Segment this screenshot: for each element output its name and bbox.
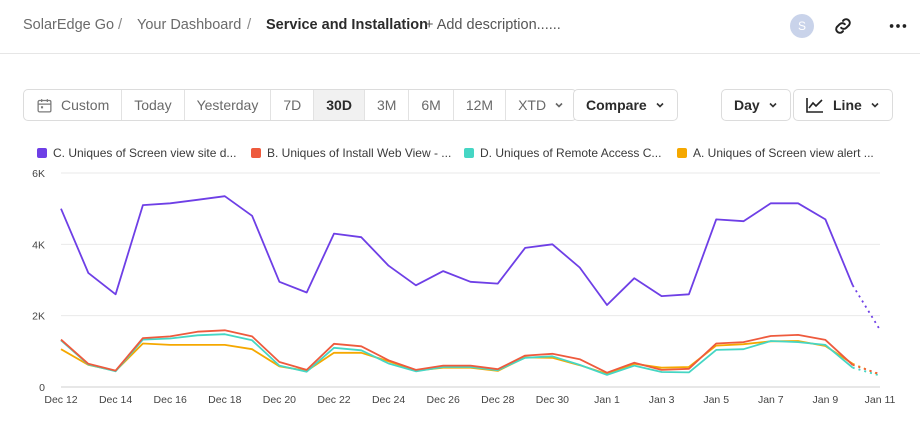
series-line-partial xyxy=(851,284,881,331)
x-tick-label: Dec 16 xyxy=(154,394,187,406)
y-tick-label: 0 xyxy=(39,382,45,394)
chevron-down-icon xyxy=(871,102,879,108)
range-custom[interactable]: Custom xyxy=(24,90,123,120)
date-range-selector: Custom Today Yesterday 7D 30D 3M 6M 12M … xyxy=(23,89,578,121)
calendar-icon xyxy=(37,98,52,113)
x-tick-label: Dec 30 xyxy=(536,394,569,406)
link-icon[interactable] xyxy=(832,15,854,37)
series-line xyxy=(60,333,854,376)
legend-swatch xyxy=(677,148,687,158)
legend-label: B. Uniques of Install Web View - ... xyxy=(267,146,452,160)
page-header: SolarEdge Go / Your Dashboard / Service … xyxy=(0,0,920,54)
range-xtd-label: XTD xyxy=(518,97,547,113)
range-3m[interactable]: 3M xyxy=(365,90,410,120)
page-title[interactable]: Service and Installation xyxy=(266,17,428,33)
range-today[interactable]: Today xyxy=(122,90,185,120)
add-description-button[interactable]: + Add description...... xyxy=(425,17,561,33)
legend-label: A. Uniques of Screen view alert ... xyxy=(693,146,874,160)
range-xtd[interactable]: XTD xyxy=(506,90,576,120)
series-line xyxy=(60,340,854,375)
chart-type-label: Line xyxy=(833,97,862,113)
legend-swatch xyxy=(37,148,47,158)
x-tick-label: Dec 28 xyxy=(481,394,514,406)
compare-button[interactable]: Compare xyxy=(573,89,678,121)
range-custom-label: Custom xyxy=(61,97,110,113)
chevron-down-icon xyxy=(769,102,777,108)
line-chart: 0 2K 4K 6K Dec 12 Dec 14 Dec 16 Dec 18 Dec 20 Dec… xyxy=(32,168,896,406)
x-tick-label: Dec 12 xyxy=(44,394,77,406)
x-tick-label: Jan 5 xyxy=(703,394,729,406)
breadcrumb-separator: / xyxy=(247,16,252,33)
avatar[interactable]: S xyxy=(790,14,814,38)
legend-item-c[interactable]: C. Uniques of Screen view site d... xyxy=(37,146,236,160)
legend-label: D. Uniques of Remote Access C... xyxy=(480,146,662,160)
more-icon[interactable] xyxy=(887,15,909,37)
series-line xyxy=(60,195,854,306)
chart-type-dropdown[interactable]: Line xyxy=(793,89,893,121)
x-tick-label: Dec 20 xyxy=(263,394,296,406)
x-tick-label: Dec 14 xyxy=(99,394,132,406)
range-30d[interactable]: 30D xyxy=(314,90,365,120)
x-tick-label: Jan 1 xyxy=(594,394,620,406)
legend-item-a[interactable]: A. Uniques of Screen view alert ... xyxy=(677,146,874,160)
range-12m[interactable]: 12M xyxy=(454,90,507,120)
series-line-partial xyxy=(852,364,881,376)
x-tick-label: Jan 7 xyxy=(758,394,784,406)
range-yesterday[interactable]: Yesterday xyxy=(185,90,272,120)
y-tick-label: 4K xyxy=(32,239,45,251)
x-tick-label: Jan 11 xyxy=(865,394,896,406)
series-line xyxy=(60,329,854,374)
y-tick-label: 6K xyxy=(32,168,45,180)
compare-label: Compare xyxy=(586,97,647,113)
breadcrumb-separator: / xyxy=(118,16,123,33)
granularity-dropdown[interactable]: Day xyxy=(721,89,791,121)
breadcrumb-dashboard[interactable]: Your Dashboard xyxy=(137,17,242,33)
legend-label: C. Uniques of Screen view site d... xyxy=(53,146,237,160)
granularity-label: Day xyxy=(734,97,760,113)
chevron-down-icon xyxy=(656,102,664,108)
x-tick-label: Dec 24 xyxy=(372,394,405,406)
x-tick-label: Dec 18 xyxy=(208,394,241,406)
legend-item-b[interactable]: B. Uniques of Install Web View - ... xyxy=(251,146,451,160)
legend-swatch xyxy=(464,148,474,158)
y-tick-label: 2K xyxy=(32,311,45,323)
legend-swatch xyxy=(251,148,261,158)
x-tick-label: Jan 3 xyxy=(649,394,675,406)
legend-item-d[interactable]: D. Uniques of Remote Access C... xyxy=(464,146,661,160)
series-line-partial xyxy=(852,366,881,377)
x-tick-label: Dec 26 xyxy=(427,394,460,406)
line-chart-icon xyxy=(806,98,823,113)
range-7d[interactable]: 7D xyxy=(271,90,315,120)
breadcrumb-app[interactable]: SolarEdge Go xyxy=(23,17,115,33)
x-tick-label: Dec 22 xyxy=(317,394,350,406)
x-tick-label: Jan 9 xyxy=(813,394,839,406)
chevron-down-icon xyxy=(555,102,563,108)
range-6m[interactable]: 6M xyxy=(409,90,454,120)
